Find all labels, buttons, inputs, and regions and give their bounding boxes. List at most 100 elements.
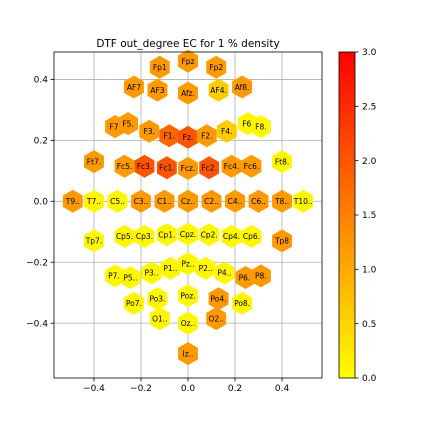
electrode-label: Cpz. — [180, 230, 196, 239]
electrode-label: Fp1 — [153, 63, 167, 72]
electrode-label: Oz.. — [181, 319, 196, 328]
electrode-marker — [250, 264, 271, 288]
electrode-marker — [149, 55, 170, 79]
y-tick-label: 0.2 — [34, 137, 48, 147]
electrode-marker — [120, 265, 141, 289]
electrode-marker — [293, 189, 314, 213]
electrode-marker — [201, 189, 222, 213]
electrode-marker — [84, 150, 104, 174]
electrode-label: P1.. — [163, 264, 177, 273]
electrode-marker — [221, 154, 242, 178]
electrode-label: AF7 — [127, 83, 141, 92]
electrode-marker — [178, 125, 198, 149]
electrode-label: Tp7. — [85, 237, 103, 246]
electrode-marker — [241, 154, 262, 178]
electrode-marker — [208, 78, 229, 102]
electrode-label: Cp5. — [116, 232, 133, 241]
electrode-label: C5.. — [110, 197, 125, 206]
electrode-label: Fc4. — [224, 162, 240, 171]
electrode-label: Cp3. — [136, 232, 153, 241]
electrode-marker — [208, 287, 229, 311]
electrode-label: Tp8 — [274, 237, 289, 246]
electrode-label: Cp6. — [243, 232, 260, 241]
electrode-label: Pz.. — [181, 260, 194, 269]
electrode-label: F6. — [242, 119, 253, 128]
electrode-marker — [178, 311, 198, 335]
electrode-label: F2. — [201, 132, 212, 141]
electrode-marker — [134, 224, 155, 248]
electrode-marker — [248, 189, 269, 213]
electrode-label: P6.. — [239, 273, 253, 282]
electrode-marker — [178, 49, 198, 73]
electrode-marker — [156, 223, 177, 247]
electrode-marker — [178, 284, 198, 308]
electrode-label: T7.. — [86, 197, 101, 206]
electrode-marker — [118, 112, 139, 136]
electrode-marker — [147, 287, 168, 311]
electrode-marker — [159, 124, 180, 148]
x-tick-label: 0.0 — [181, 384, 196, 394]
electrode-marker — [178, 81, 198, 105]
electrode-label: F5. — [122, 119, 133, 128]
electrode-marker — [178, 342, 198, 366]
colorbar-tick-label: 3.0 — [362, 48, 377, 58]
electrode-marker — [232, 291, 253, 315]
electrode-marker — [105, 264, 126, 288]
electrode-label: Po3. — [149, 295, 165, 304]
electrode-label: O1.. — [152, 314, 167, 323]
electrode-marker — [178, 252, 198, 276]
electrode-label: T8.. — [274, 197, 289, 206]
electrode-marker — [154, 189, 175, 213]
electrode-marker — [134, 154, 155, 178]
electrode-label: C2.. — [204, 197, 219, 206]
electrode-marker — [214, 261, 235, 285]
electrode-marker — [84, 189, 104, 213]
electrode-marker — [206, 55, 227, 79]
electrode-marker — [221, 224, 242, 248]
electrode-label: Fp2 — [209, 63, 223, 72]
electrode-label: Fcz. — [181, 164, 196, 173]
electrode-label: Fc1. — [159, 164, 175, 173]
electrode-label: C1.. — [157, 197, 172, 206]
electrode-label: C3.. — [134, 197, 149, 206]
electrode-label: Cz.. — [181, 197, 195, 206]
electrode-label: AF4. — [210, 86, 227, 95]
electrode-marker — [225, 189, 245, 213]
electrode-marker — [62, 189, 83, 213]
electrode-marker — [235, 265, 256, 289]
electrode-label: Po7. — [126, 299, 142, 308]
electrode-marker — [272, 150, 292, 174]
electrode-marker — [123, 75, 144, 99]
electrode-marker — [114, 154, 135, 178]
electrode-label: Fpz — [181, 57, 194, 66]
electrode-marker — [107, 189, 128, 213]
chart-title: DTF out_degree EC for 1 % density — [96, 38, 279, 50]
electrode-marker — [141, 261, 162, 285]
electrode-label: F7. — [109, 122, 120, 131]
electrode-marker — [123, 291, 144, 315]
electrode-marker — [131, 189, 151, 213]
electrode-marker — [206, 307, 227, 331]
electrode-label: Po8. — [234, 299, 250, 308]
electrode-label: O2.. — [208, 314, 223, 323]
electrode-label: F4. — [221, 127, 232, 136]
colorbar-tick-label: 2.0 — [362, 157, 377, 167]
electrode-label: Poz. — [180, 292, 195, 301]
electrode-marker — [147, 78, 168, 102]
electrode-label: Iz.. — [183, 349, 194, 358]
electrode-label: Af8. — [235, 83, 250, 92]
electrode-marker — [272, 229, 292, 253]
electrode-label: F8. — [255, 122, 266, 131]
colorbar-tick-label: 0.5 — [362, 320, 376, 330]
electrode-label: Fc3. — [137, 162, 153, 171]
electrode-label: C4.. — [228, 197, 243, 206]
electrode-label: P7.. — [108, 272, 122, 281]
x-tick-label: 0.4 — [275, 384, 290, 394]
colorbar-tick-label: 1.5 — [362, 211, 376, 221]
electrode-marker — [241, 224, 262, 248]
electrode-marker — [195, 256, 216, 280]
electrode-marker — [199, 156, 220, 180]
electrode-label: F1. — [163, 132, 174, 141]
